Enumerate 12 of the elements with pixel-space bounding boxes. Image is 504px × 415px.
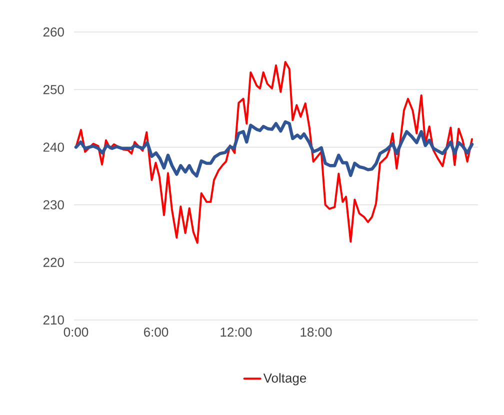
x-tick-label: 6:00 [144, 328, 168, 337]
y-tick-label: 250 [43, 84, 64, 94]
y-tick-label: 220 [43, 258, 64, 267]
x-tick-label: 18:00 [300, 328, 332, 337]
line-series [75, 60, 473, 244]
y-tick-label: 210 [43, 315, 64, 325]
x-tick-label: 12:00 [220, 328, 252, 337]
x-tick-label: 0:00 [64, 328, 88, 337]
y-tick-label: 240 [43, 142, 64, 152]
legend-label: Voltage [263, 373, 306, 386]
y-tick-label: 230 [43, 200, 64, 210]
y-tick-label: 260 [43, 27, 64, 37]
